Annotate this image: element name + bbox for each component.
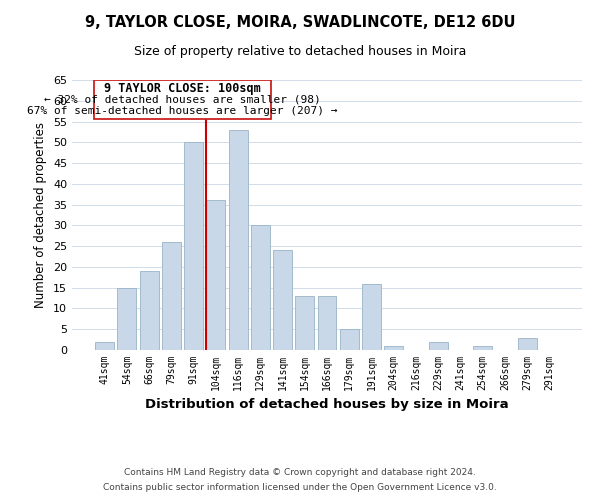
Bar [473, 346, 492, 350]
Text: 9 TAYLOR CLOSE: 100sqm: 9 TAYLOR CLOSE: 100sqm [104, 82, 261, 95]
Bar [95, 342, 114, 350]
Text: 9, TAYLOR CLOSE, MOIRA, SWADLINCOTE, DE12 6DU: 9, TAYLOR CLOSE, MOIRA, SWADLINCOTE, DE1… [85, 15, 515, 30]
Text: 67% of semi-detached houses are larger (207) →: 67% of semi-detached houses are larger (… [28, 106, 338, 116]
Text: Size of property relative to detached houses in Moira: Size of property relative to detached ho… [134, 45, 466, 58]
Bar [118, 288, 136, 350]
X-axis label: Distribution of detached houses by size in Moira: Distribution of detached houses by size … [145, 398, 509, 411]
Bar [384, 346, 403, 350]
Text: Contains public sector information licensed under the Open Government Licence v3: Contains public sector information licen… [103, 483, 497, 492]
Bar [184, 142, 203, 350]
Bar [295, 296, 314, 350]
Bar [229, 130, 248, 350]
Text: ← 32% of detached houses are smaller (98): ← 32% of detached houses are smaller (98… [44, 94, 321, 104]
Y-axis label: Number of detached properties: Number of detached properties [34, 122, 47, 308]
Bar [429, 342, 448, 350]
Bar [206, 200, 225, 350]
FancyBboxPatch shape [94, 80, 271, 120]
Bar [273, 250, 292, 350]
Bar [317, 296, 337, 350]
Bar [162, 242, 181, 350]
Bar [518, 338, 536, 350]
Bar [362, 284, 381, 350]
Bar [140, 271, 158, 350]
Bar [340, 329, 359, 350]
Bar [251, 226, 270, 350]
Text: Contains HM Land Registry data © Crown copyright and database right 2024.: Contains HM Land Registry data © Crown c… [124, 468, 476, 477]
